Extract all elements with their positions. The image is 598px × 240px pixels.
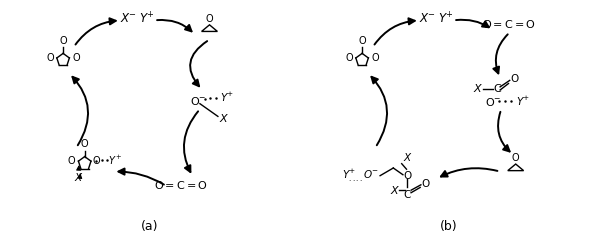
Text: Y$^+$: Y$^+$ [108, 153, 122, 167]
Text: C: C [493, 84, 501, 94]
Text: (b): (b) [440, 220, 457, 233]
Text: O: O [92, 156, 100, 166]
Text: X: X [390, 186, 398, 196]
Text: Y$^{+}_{....}$O$^{-}$: Y$^{+}_{....}$O$^{-}$ [342, 168, 380, 185]
Text: Y$^{+}$: Y$^{+}$ [515, 95, 529, 108]
Text: C: C [404, 190, 411, 200]
Text: O$^{-}$: O$^{-}$ [190, 95, 207, 107]
Text: O: O [68, 156, 75, 166]
Text: O: O [371, 53, 379, 63]
Text: O: O [81, 139, 89, 149]
Text: X: X [219, 114, 227, 124]
Text: O: O [511, 74, 518, 84]
Text: O$=$C$=$O: O$=$C$=$O [481, 18, 535, 30]
Text: X: X [474, 84, 481, 94]
Text: O: O [422, 179, 430, 189]
Text: O$=$C$=$O: O$=$C$=$O [154, 179, 208, 191]
Text: X$^{-}$ Y$^{+}$: X$^{-}$ Y$^{+}$ [120, 12, 155, 27]
Text: O: O [59, 36, 67, 46]
Text: O: O [512, 153, 520, 163]
Text: O: O [345, 53, 353, 63]
Text: O: O [46, 53, 54, 63]
Text: Y$^{+}$: Y$^{+}$ [220, 91, 234, 104]
Text: O$^{-}$: O$^{-}$ [484, 96, 501, 108]
Text: X$^{-}$ Y$^{+}$: X$^{-}$ Y$^{+}$ [419, 12, 454, 27]
Text: X: X [75, 173, 82, 183]
Text: (a): (a) [141, 220, 158, 233]
Text: O: O [206, 14, 213, 24]
Text: O: O [72, 53, 80, 63]
Text: O: O [404, 171, 411, 181]
Text: O: O [358, 36, 366, 46]
Text: X: X [404, 153, 411, 163]
